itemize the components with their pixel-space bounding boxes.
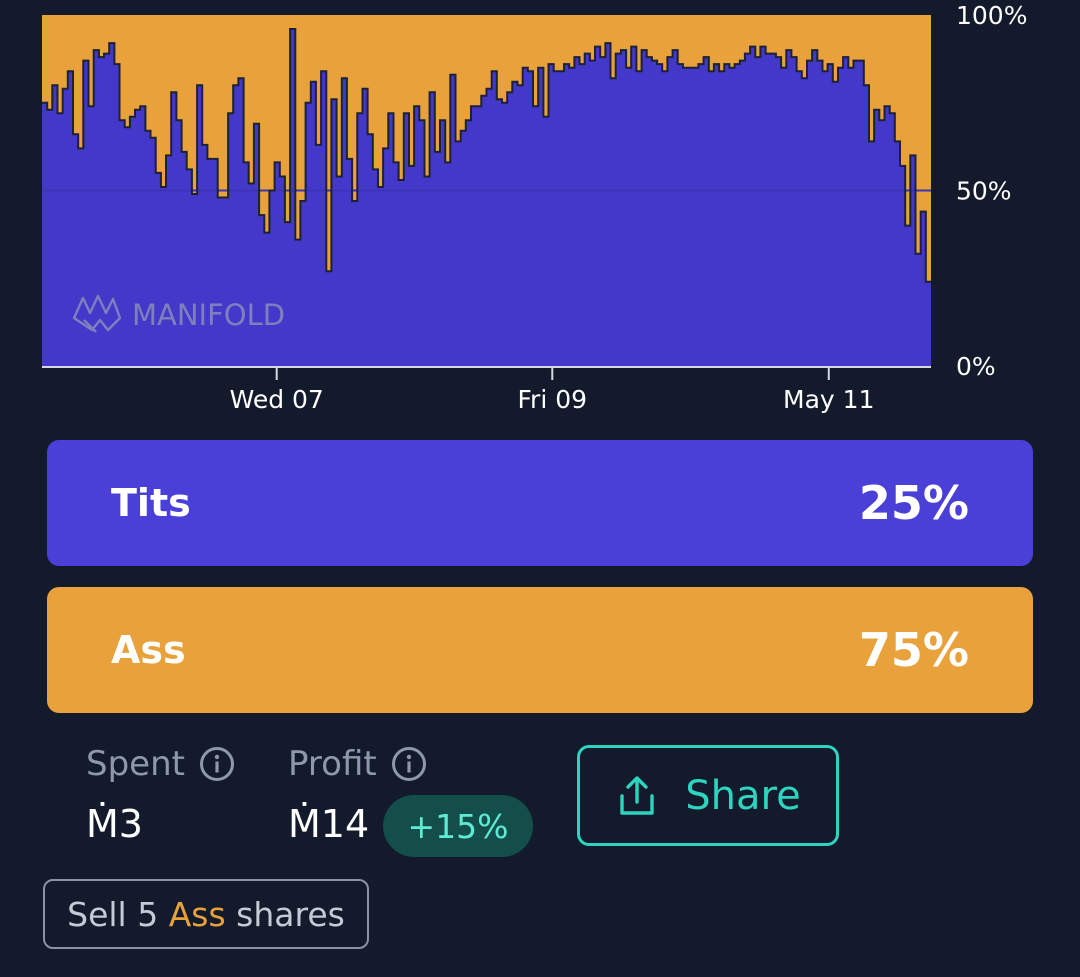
sell-answer: Ass bbox=[168, 894, 226, 934]
watermark-logo: MANIFOLD bbox=[72, 294, 285, 333]
profit-stat: Profit Ṁ14 bbox=[288, 744, 427, 846]
profit-label: Profit bbox=[288, 744, 377, 784]
x-tick-label: Wed 07 bbox=[230, 385, 324, 414]
profit-change-badge: +15% bbox=[383, 795, 533, 857]
answer-label: Tits bbox=[111, 481, 191, 525]
answer-row-tits[interactable]: Tits 25% bbox=[47, 440, 1033, 566]
answer-row-ass[interactable]: Ass 75% bbox=[47, 587, 1033, 713]
spent-stat: Spent Ṁ3 bbox=[86, 744, 235, 846]
answer-probability: 25% bbox=[858, 476, 969, 530]
share-icon bbox=[620, 775, 654, 815]
sell-prefix: Sell 5 bbox=[67, 894, 169, 934]
sell-shares-button[interactable]: Sell 5 Ass shares bbox=[43, 879, 369, 949]
y-tick-label: 50% bbox=[956, 177, 1012, 206]
x-tick-label: May 11 bbox=[783, 385, 874, 414]
spent-label: Spent bbox=[86, 744, 185, 784]
probability-chart: MANIFOLD 100% 50% 0% Wed 07 Fri 09 May 11 bbox=[42, 1, 1027, 414]
share-label: Share bbox=[685, 772, 801, 819]
x-tick-label: Fri 09 bbox=[518, 385, 588, 414]
y-tick-label: 100% bbox=[956, 1, 1027, 30]
spent-value: Ṁ3 bbox=[86, 802, 143, 846]
answer-probability: 75% bbox=[858, 623, 969, 677]
probability-line bbox=[42, 28, 931, 283]
answer-label: Ass bbox=[111, 628, 186, 672]
profit-value: Ṁ14 bbox=[288, 802, 370, 846]
watermark-text: MANIFOLD bbox=[132, 298, 285, 332]
sell-suffix: shares bbox=[225, 894, 345, 934]
info-icon[interactable] bbox=[199, 746, 235, 782]
y-tick-label: 0% bbox=[956, 352, 996, 381]
series-area-tits bbox=[42, 29, 931, 366]
crown-logo-icon bbox=[72, 294, 122, 333]
share-button[interactable]: Share bbox=[577, 745, 839, 846]
info-icon[interactable] bbox=[391, 746, 427, 782]
